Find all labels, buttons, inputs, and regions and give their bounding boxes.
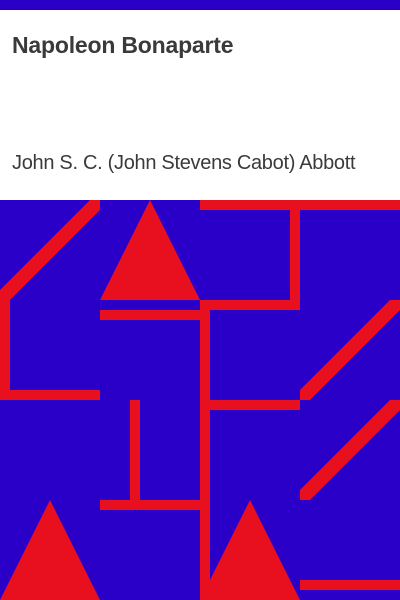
- pattern-diagonal: [300, 300, 400, 400]
- pattern-triangle: [100, 200, 200, 300]
- title-panel: Napoleon Bonaparte John S. C. (John Stev…: [0, 10, 400, 200]
- pattern-bar: [100, 310, 200, 320]
- pattern-diagonal: [0, 200, 100, 300]
- pattern-triangle: [200, 500, 300, 600]
- pattern-bar: [0, 390, 100, 400]
- book-author: John S. C. (John Stevens Cabot) Abbott: [12, 152, 356, 174]
- pattern-bar: [290, 200, 300, 310]
- book-title: Napoleon Bonaparte: [12, 32, 234, 58]
- pattern-bar: [130, 400, 140, 500]
- pattern-bar: [0, 290, 10, 400]
- pattern-bar: [300, 580, 400, 590]
- pattern-bar: [100, 500, 200, 510]
- pattern-bar: [210, 400, 300, 410]
- cover-artwork: [0, 200, 400, 600]
- top-color-band: [0, 0, 400, 10]
- pattern-bar: [200, 300, 300, 310]
- pattern-triangle: [0, 500, 100, 600]
- pattern-bar: [200, 310, 210, 600]
- pattern-diagonal: [300, 400, 400, 500]
